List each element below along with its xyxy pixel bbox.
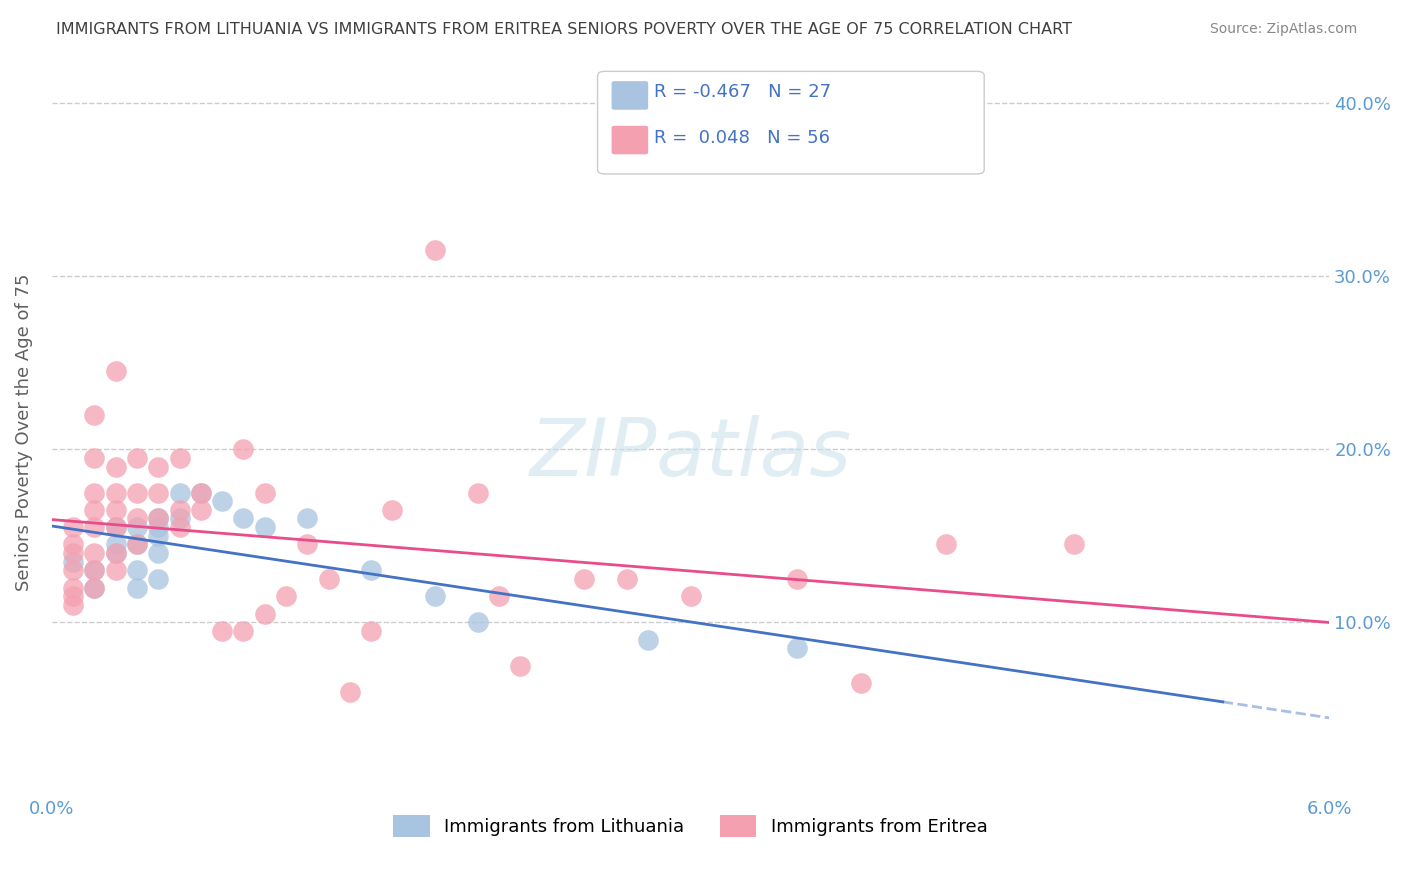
Text: R =  0.048   N = 56: R = 0.048 N = 56 [654, 129, 830, 147]
Point [211, 624, 233, 638]
Point [467, 485, 489, 500]
Point [467, 615, 489, 630]
Point [637, 632, 659, 647]
Point [679, 590, 702, 604]
Point [572, 572, 595, 586]
Point [360, 624, 382, 638]
Point [423, 244, 446, 258]
Point [83, 563, 105, 577]
Point [211, 494, 233, 508]
Point [104, 520, 127, 534]
Point [423, 590, 446, 604]
Point [62, 537, 84, 551]
Point [148, 511, 170, 525]
Text: IMMIGRANTS FROM LITHUANIA VS IMMIGRANTS FROM ERITREA SENIORS POVERTY OVER THE AG: IMMIGRANTS FROM LITHUANIA VS IMMIGRANTS … [56, 22, 1073, 37]
Point [339, 684, 361, 698]
Point [190, 485, 212, 500]
Point [169, 485, 191, 500]
Point [148, 511, 170, 525]
Text: ZIPatlas: ZIPatlas [530, 415, 852, 492]
Point [849, 676, 872, 690]
Point [148, 546, 170, 560]
Point [253, 485, 276, 500]
Point [232, 442, 254, 457]
Point [83, 581, 105, 595]
Point [253, 607, 276, 621]
Point [148, 485, 170, 500]
Point [169, 520, 191, 534]
Point [104, 563, 127, 577]
Point [169, 511, 191, 525]
Point [786, 572, 808, 586]
Legend: Immigrants from Lithuania, Immigrants from Eritrea: Immigrants from Lithuania, Immigrants fr… [387, 808, 995, 845]
Point [1063, 537, 1085, 551]
Point [148, 520, 170, 534]
Point [104, 520, 127, 534]
Point [104, 503, 127, 517]
Point [360, 563, 382, 577]
Point [488, 590, 510, 604]
Point [297, 511, 319, 525]
Point [190, 503, 212, 517]
Point [83, 485, 105, 500]
Point [169, 503, 191, 517]
Point [148, 459, 170, 474]
Point [83, 563, 105, 577]
Point [125, 563, 148, 577]
Point [62, 546, 84, 560]
Point [83, 408, 105, 422]
Point [104, 546, 127, 560]
Point [148, 529, 170, 543]
Point [62, 563, 84, 577]
Point [62, 520, 84, 534]
Point [148, 572, 170, 586]
Point [104, 459, 127, 474]
Point [83, 520, 105, 534]
Point [62, 590, 84, 604]
Point [232, 624, 254, 638]
Point [232, 511, 254, 525]
Point [297, 537, 319, 551]
Point [125, 450, 148, 465]
Point [125, 581, 148, 595]
Point [125, 485, 148, 500]
Point [169, 450, 191, 465]
Y-axis label: Seniors Poverty Over the Age of 75: Seniors Poverty Over the Age of 75 [15, 273, 32, 591]
Point [125, 537, 148, 551]
Point [318, 572, 340, 586]
Point [83, 581, 105, 595]
Point [62, 581, 84, 595]
Point [62, 598, 84, 612]
Point [83, 503, 105, 517]
Point [509, 658, 531, 673]
Point [125, 537, 148, 551]
Point [104, 485, 127, 500]
Point [786, 641, 808, 656]
Point [190, 485, 212, 500]
Text: R = -0.467   N = 27: R = -0.467 N = 27 [654, 83, 831, 101]
Point [381, 503, 404, 517]
Point [253, 520, 276, 534]
Point [125, 520, 148, 534]
Point [83, 546, 105, 560]
Point [104, 364, 127, 378]
Point [62, 555, 84, 569]
Point [83, 450, 105, 465]
Point [125, 511, 148, 525]
Point [274, 590, 297, 604]
Point [104, 537, 127, 551]
Text: Source: ZipAtlas.com: Source: ZipAtlas.com [1209, 22, 1357, 37]
Point [616, 572, 638, 586]
Point [104, 546, 127, 560]
Point [935, 537, 957, 551]
